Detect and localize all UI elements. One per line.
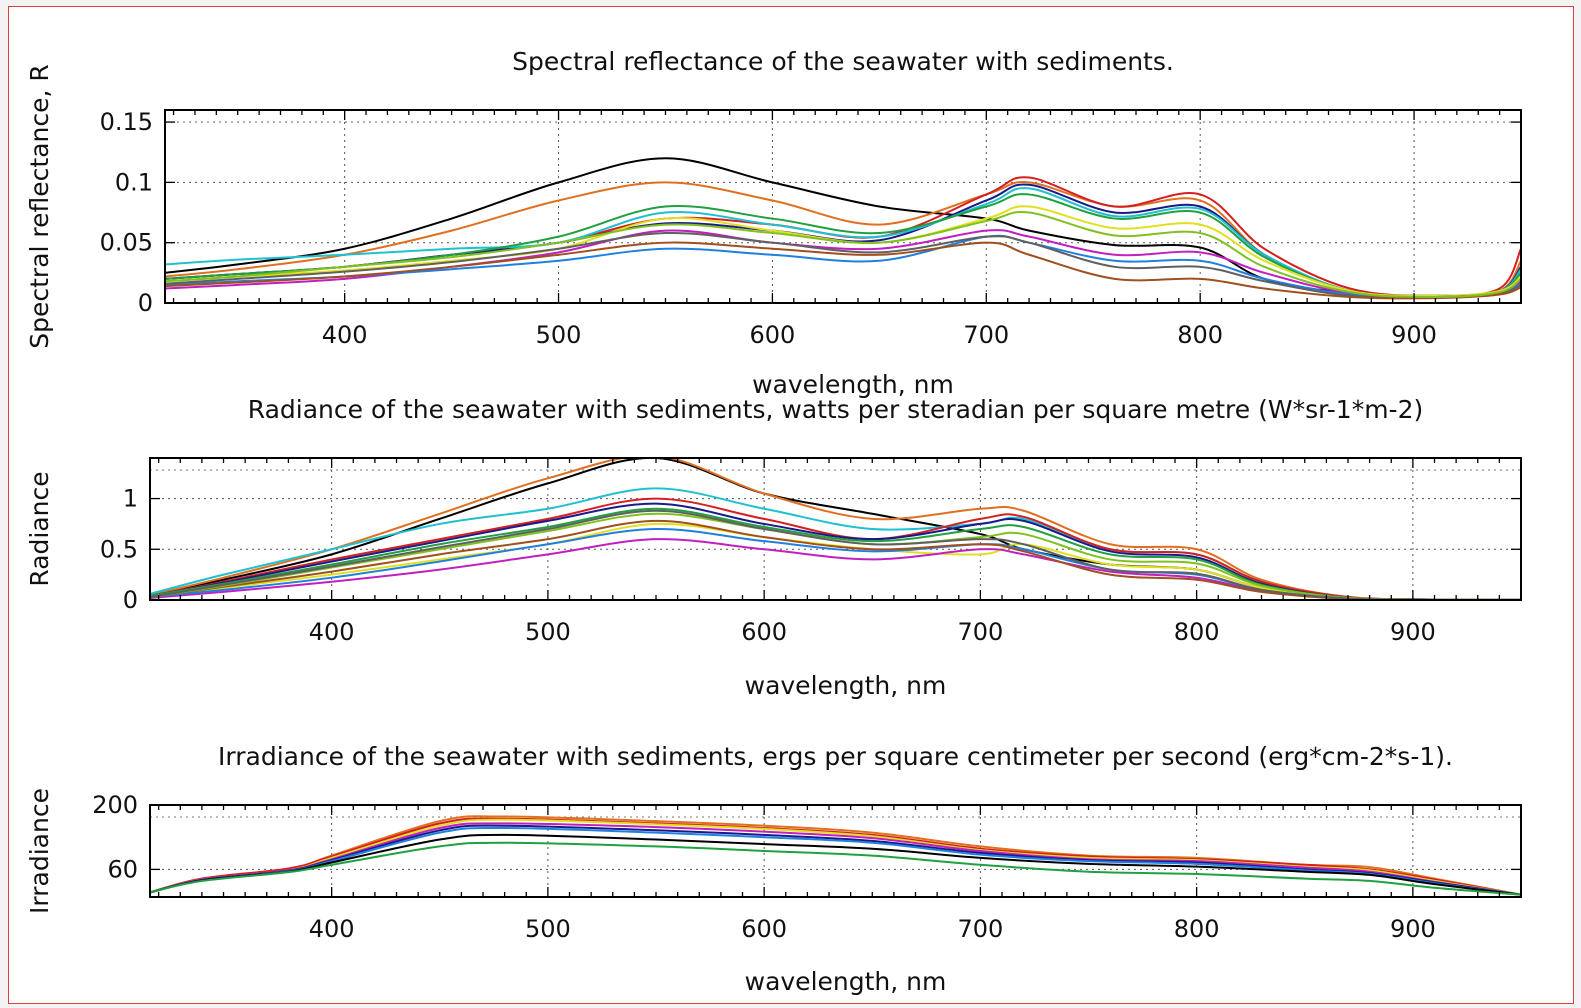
chart2-y-axis-label: Radiance xyxy=(25,471,54,586)
chart3-xtick-label-400: 400 xyxy=(309,915,355,943)
chart3-series-line-7 xyxy=(150,841,1521,896)
chart2-series-line-2 xyxy=(150,487,1521,600)
chart1-y-axis-label: Spectral reflectance, R xyxy=(25,64,54,349)
chart3-ytick-label-1: 200 xyxy=(92,791,138,819)
chart3-series-line-6 xyxy=(150,833,1521,896)
chart1-series-line-5 xyxy=(165,193,1521,297)
chart2-xtick-label-700: 700 xyxy=(957,618,1003,646)
chart3-title: Irradiance of the seawater with sediment… xyxy=(218,742,1453,771)
chart2-plot-frame xyxy=(149,457,1522,601)
chart2-series-line-9 xyxy=(150,519,1521,600)
chart1-ytick-label-2: 0.1 xyxy=(115,168,153,196)
chart1-xtick-label-400: 400 xyxy=(322,321,368,349)
chart1-title: Spectral reflectance of the seawater wit… xyxy=(512,47,1174,76)
chart2-xtick-label-400: 400 xyxy=(309,618,355,646)
chart1-ytick-label-1: 0.05 xyxy=(100,229,153,257)
chart3-series-line-5 xyxy=(150,826,1521,896)
chart3-series-line-2 xyxy=(150,818,1521,896)
chart3-plot-frame xyxy=(149,804,1522,898)
chart3-xtick-label-900: 900 xyxy=(1390,915,1436,943)
chart1-x-axis-label: wavelength, nm xyxy=(752,370,954,399)
chart1-ytick-label-0: 0 xyxy=(138,289,153,317)
chart1-series-line-10 xyxy=(165,241,1521,300)
chart2-xtick-label-800: 800 xyxy=(1174,618,1220,646)
chart2-series-line-4 xyxy=(150,502,1521,600)
chart1-series-line-9 xyxy=(165,231,1521,299)
chart2-xtick-label-600: 600 xyxy=(741,618,787,646)
chart1-xtick-label-700: 700 xyxy=(963,321,1009,349)
chart1-xtick-label-500: 500 xyxy=(536,321,582,349)
chart3-x-axis-label: wavelength, nm xyxy=(745,967,947,996)
chart2-ytick-label-0: 0 xyxy=(123,586,138,614)
chart2-series-line-11 xyxy=(150,509,1521,600)
chart1-xtick-label-800: 800 xyxy=(1177,321,1223,349)
chart1-xtick-label-900: 900 xyxy=(1391,321,1437,349)
chart1-plot-frame xyxy=(164,109,1522,304)
chart2-xtick-label-900: 900 xyxy=(1390,618,1436,646)
chart2-ytick-label-2: 1 xyxy=(123,485,138,513)
chart1-ytick-label-3: 0.15 xyxy=(100,108,153,136)
chart3-y-axis-label: Irradiance xyxy=(25,788,54,914)
chart3-ytick-label-0: 60 xyxy=(107,855,138,883)
chart3-xtick-label-700: 700 xyxy=(957,915,1003,943)
chart2-x-axis-label: wavelength, nm xyxy=(745,671,947,700)
chart3-series-line-1 xyxy=(150,817,1521,896)
chart2-series-line-1 xyxy=(150,458,1521,600)
chart2-xtick-label-500: 500 xyxy=(525,618,571,646)
chart2-title: Radiance of the seawater with sediments,… xyxy=(248,395,1424,424)
chart3-xtick-label-800: 800 xyxy=(1174,915,1220,943)
chart1-xtick-label-600: 600 xyxy=(750,321,796,349)
chart2-ytick-label-1: 0.5 xyxy=(100,535,138,563)
chart1-series-line-11 xyxy=(165,210,1521,298)
chart3-xtick-label-600: 600 xyxy=(741,915,787,943)
chart3-xtick-label-500: 500 xyxy=(525,915,571,943)
